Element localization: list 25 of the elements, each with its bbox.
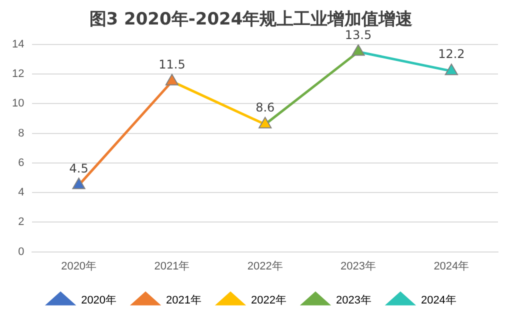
y-tick-label: 2 xyxy=(18,216,24,228)
x-tick-label: 2023年 xyxy=(340,260,376,272)
y-tick-label: 8 xyxy=(18,127,24,140)
x-tick-label: 2022年 xyxy=(247,260,283,272)
point xyxy=(72,178,86,190)
chart-title: 图3 2020年-2024年规上工业增加值增速 xyxy=(89,10,413,30)
legend-label: 2021年 xyxy=(166,294,202,307)
y-tick-label: 14 xyxy=(12,38,24,50)
y-tick-label: 6 xyxy=(18,156,24,169)
x-tick-label: 2021年 xyxy=(154,260,190,272)
data-label: 12.2 xyxy=(438,47,465,62)
data-label: 13.5 xyxy=(344,28,372,42)
legend-label: 2024年 xyxy=(420,294,456,307)
data-label: 8.6 xyxy=(256,100,275,115)
y-tick-label: 10 xyxy=(12,98,24,110)
y-tick-label: 4 xyxy=(18,186,24,199)
data-label: 4.5 xyxy=(69,161,88,176)
y-tick-label: 12 xyxy=(12,68,24,80)
data-label: 11.5 xyxy=(158,58,186,72)
legend-label: 2022年 xyxy=(251,294,286,307)
x-tick-label: 2020年 xyxy=(61,260,97,272)
x-tick-label: 2024年 xyxy=(434,260,470,272)
y-tick-label: 0 xyxy=(18,246,24,258)
legend-label: 2023年 xyxy=(336,294,372,307)
legend-label: 2020年 xyxy=(81,294,117,307)
